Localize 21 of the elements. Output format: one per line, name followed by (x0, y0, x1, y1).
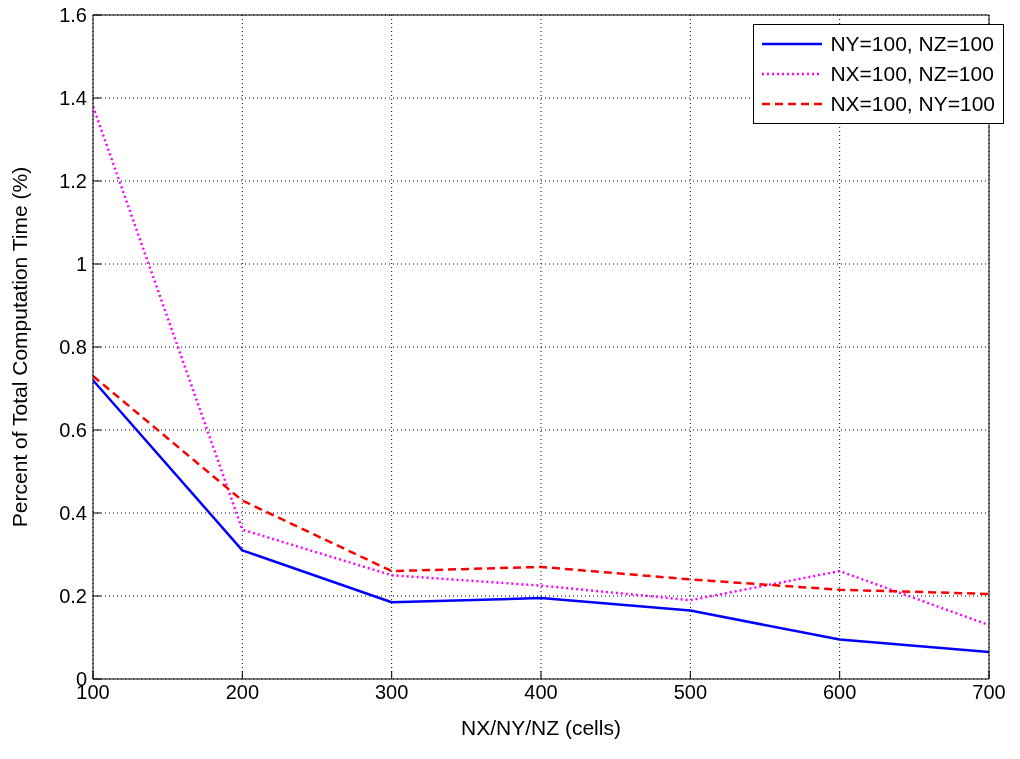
y-tick-label: 1.4 (59, 87, 87, 110)
legend-label: NX=100, NY=100 (830, 92, 995, 116)
legend-label: NY=100, NZ=100 (830, 32, 994, 56)
x-tick-label: 700 (972, 681, 1006, 704)
y-tick-label: 0.8 (59, 336, 87, 359)
x-tick-label: 500 (673, 681, 708, 704)
legend-label: NX=100, NZ=100 (830, 62, 994, 86)
line-series (93, 374, 989, 596)
x-tick-label: 400 (524, 681, 558, 704)
y-tick-label: 1.6 (59, 4, 87, 27)
x-tick-label: 200 (225, 681, 260, 704)
x-tick-label: 300 (374, 681, 409, 704)
y-axis-title: Percent of Total Computation Time (%) (8, 166, 32, 528)
y-tick-label: 0.2 (59, 585, 87, 608)
y-tick-label: 1 (75, 253, 87, 276)
y-tick-label: 1.2 (59, 170, 87, 193)
x-axis-title: NX/NY/NZ (cells) (461, 716, 621, 739)
x-tick-label: 600 (822, 681, 857, 704)
y-tick-label: 0.4 (59, 502, 87, 525)
line-series (93, 378, 989, 654)
y-tick-label: 0.6 (59, 419, 87, 442)
